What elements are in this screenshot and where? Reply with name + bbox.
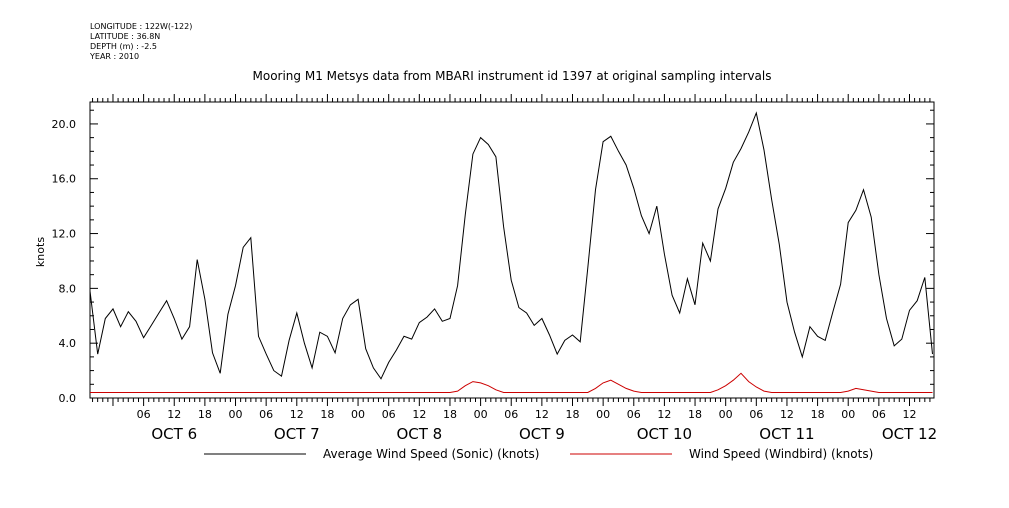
series-layer [89, 111, 933, 393]
x-tick-label: 12 [167, 408, 181, 421]
y-tick-label: 20.0 [52, 118, 77, 131]
x-tick-label: 18 [443, 408, 457, 421]
x-tick-label: 18 [198, 408, 212, 421]
x-tick-label: 00 [474, 408, 488, 421]
x-tick-label: 18 [811, 408, 825, 421]
longitude-label: LONGITUDE : 122W(-122) [90, 22, 192, 31]
y-axis-label: knots [34, 237, 47, 267]
y-tick-label: 0.0 [59, 392, 77, 405]
day-label: OCT 7 [274, 425, 320, 443]
latitude-label: LATITUDE : 36.8N [90, 32, 160, 41]
depth-label: DEPTH (m) : -2.5 [90, 42, 157, 51]
x-tick-label: 00 [229, 408, 243, 421]
sonic-series-line [89, 111, 933, 380]
year-label: YEAR : 2010 [89, 52, 139, 61]
x-tick-label: 00 [351, 408, 365, 421]
x-tick-label: 12 [902, 408, 916, 421]
day-label: OCT 12 [882, 425, 937, 443]
day-label: OCT 8 [396, 425, 442, 443]
y-tick-label: 12.0 [52, 228, 77, 241]
x-tick-label: 06 [382, 408, 396, 421]
x-tick-label: 06 [504, 408, 518, 421]
windbird-series-line [90, 372, 933, 393]
y-tick-label: 8.0 [59, 282, 77, 295]
x-tick-label: 12 [657, 408, 671, 421]
y-tick-label: 4.0 [59, 337, 77, 350]
chart-title: Mooring M1 Metsys data from MBARI instru… [253, 69, 772, 83]
x-tick-label: 12 [412, 408, 426, 421]
plot-frame [89, 101, 935, 399]
x-tick-label: 12 [535, 408, 549, 421]
y-tick-label: 16.0 [52, 173, 77, 186]
x-tick-label: 00 [596, 408, 610, 421]
x-tick-label: 06 [872, 408, 886, 421]
x-tick-label: 06 [749, 408, 763, 421]
x-tick-label: 18 [320, 408, 334, 421]
x-tick-label: 06 [259, 408, 273, 421]
x-tick-label: 00 [841, 408, 855, 421]
legend-windbird-label: Wind Speed (Windbird) (knots) [689, 447, 873, 461]
x-tick-label: 00 [719, 408, 733, 421]
x-tick-label: 12 [290, 408, 304, 421]
legend-sonic-label: Average Wind Speed (Sonic) (knots) [323, 447, 539, 461]
y-axis: 0.0 4.0 8.0 12.0 16.0 20.0 [52, 109, 934, 405]
x-tick-label: 06 [137, 408, 151, 421]
x-axis: 06 12 18 00 06 12 18 00 06 12 18 00 06 12 18 00 06 12 18 00… [92, 94, 937, 443]
day-label: OCT 11 [759, 425, 814, 443]
x-tick-label: 18 [566, 408, 580, 421]
x-tick-label: 12 [780, 408, 794, 421]
x-tick-label: 06 [627, 408, 641, 421]
day-label: OCT 6 [151, 425, 197, 443]
x-tick-label: 18 [688, 408, 702, 421]
day-label: OCT 10 [637, 425, 692, 443]
day-label: OCT 9 [519, 425, 565, 443]
